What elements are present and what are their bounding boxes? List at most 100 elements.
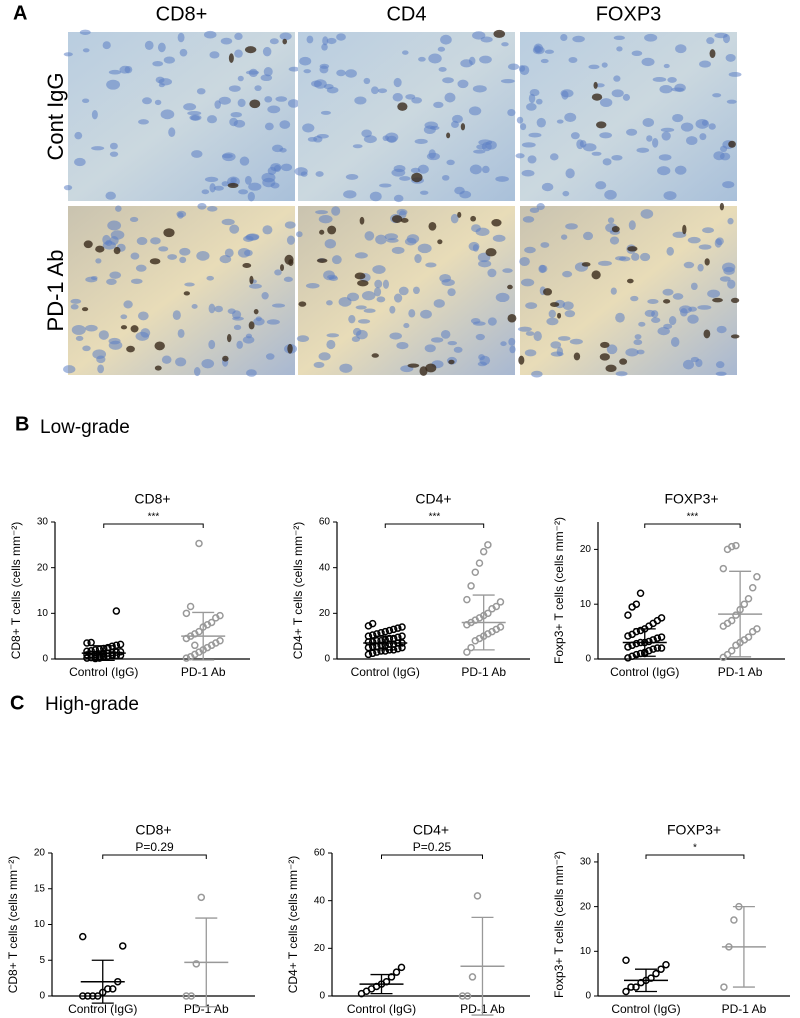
data-point: [368, 649, 377, 658]
stained-cell: [591, 270, 601, 280]
data-point: [645, 637, 653, 646]
nucleus: [324, 239, 337, 249]
nucleus: [201, 359, 215, 369]
significance-bracket: [103, 523, 204, 528]
nucleus: [666, 246, 674, 256]
stained-cell: [149, 258, 161, 265]
data-point: [397, 963, 406, 972]
nucleus: [707, 289, 721, 298]
data-point: [653, 644, 662, 652]
nucleus: [674, 83, 686, 93]
nucleus: [524, 246, 536, 254]
stained-cell: [95, 245, 105, 253]
stained-cell: [728, 140, 736, 148]
nucleus: [508, 337, 516, 346]
nucleus: [478, 354, 485, 361]
data-point: [473, 892, 482, 900]
nucleus: [430, 337, 444, 343]
nucleus: [345, 69, 357, 78]
nucleus: [699, 133, 707, 141]
data-point: [89, 992, 97, 1000]
nucleus: [706, 37, 715, 45]
nucleus: [393, 194, 404, 203]
nucleus: [363, 308, 376, 313]
stained-cell: [411, 172, 423, 183]
nucleus: [326, 37, 337, 45]
nucleus: [136, 237, 148, 246]
nucleus: [343, 190, 357, 199]
significance-label: P=0.25: [413, 840, 452, 854]
data-point: [657, 633, 666, 641]
data-point: [458, 992, 467, 1000]
panel-letter: A: [13, 2, 27, 24]
nucleus: [389, 332, 402, 340]
nucleus: [206, 275, 214, 281]
x-tick-label: PD-1 Ab: [184, 1002, 229, 1016]
y-tick-label: 10: [580, 599, 592, 610]
nucleus: [625, 348, 639, 357]
nucleus: [316, 133, 329, 139]
nucleus: [354, 96, 367, 105]
stained-cell: [507, 284, 513, 290]
stained-cell: [81, 307, 89, 312]
nucleus: [418, 56, 426, 62]
nucleus: [75, 335, 84, 341]
sd-whisker: [729, 570, 752, 658]
nucleus: [261, 172, 276, 183]
data-point: [662, 960, 670, 969]
nucleus: [715, 237, 724, 246]
nucleus: [453, 346, 463, 353]
nucleus: [338, 296, 352, 307]
nucleus: [485, 140, 497, 150]
data-point: [186, 602, 195, 611]
nucleus: [716, 325, 727, 334]
stained-cell: [730, 297, 740, 303]
stained-cell: [282, 38, 288, 45]
y-axis-label: CD8+ T cells (cells mm⁻²): [6, 856, 20, 994]
nucleus: [279, 147, 287, 153]
nucleus: [197, 203, 207, 210]
nucleus: [403, 323, 410, 329]
nucleus: [284, 221, 296, 229]
nucleus: [144, 40, 154, 51]
nucleus: [644, 33, 658, 42]
stained-cell: [244, 46, 257, 54]
data-point: [463, 595, 471, 604]
nucleus: [98, 330, 109, 340]
nucleus: [487, 317, 497, 326]
nucleus: [540, 242, 550, 248]
data-point: [112, 607, 121, 615]
data-point: [83, 654, 91, 662]
data-point: [467, 582, 475, 590]
micrograph: [63, 203, 297, 377]
nucleus: [642, 117, 655, 127]
y-tick-label: 60: [319, 517, 331, 528]
nucleus: [475, 227, 490, 236]
nucleus: [525, 302, 538, 310]
nucleus: [495, 292, 510, 303]
nucleus: [379, 183, 392, 188]
nucleus: [315, 210, 329, 215]
nucleus: [611, 154, 623, 161]
nucleus: [672, 113, 684, 123]
nucleus: [371, 86, 379, 95]
data-point: [83, 647, 91, 655]
data-point: [182, 992, 191, 1000]
y-tick-label: 30: [37, 517, 49, 528]
nucleus: [266, 319, 280, 325]
nucleus: [657, 166, 671, 176]
nucleus: [454, 186, 465, 195]
nucleus: [469, 164, 482, 175]
nucleus: [556, 347, 564, 357]
nucleus: [507, 63, 520, 71]
panel-title: Low-grade: [40, 417, 130, 438]
data-point: [398, 643, 406, 652]
data-point: [624, 654, 632, 662]
micrograph: [294, 29, 520, 203]
nucleus: [372, 265, 386, 274]
data-point: [653, 634, 662, 642]
nucleus: [425, 262, 437, 268]
nucleus: [472, 85, 487, 93]
data-point: [479, 547, 488, 556]
